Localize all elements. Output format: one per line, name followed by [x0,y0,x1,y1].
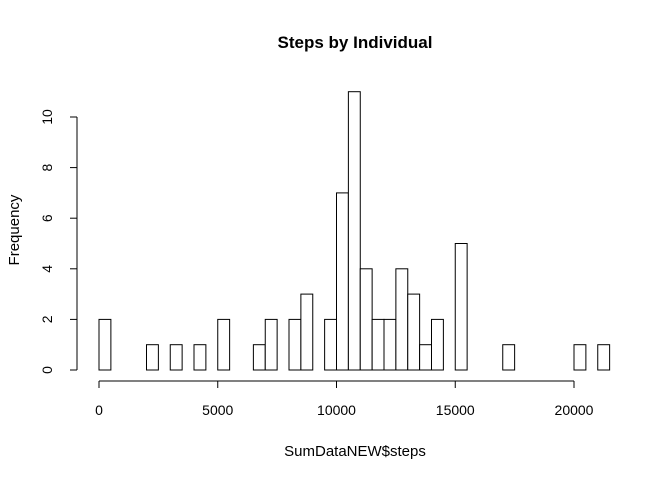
histogram-bar [324,318,338,371]
x-axis-label: SumDataNEW$steps [284,443,426,460]
chart-title: Steps by Individual [278,33,433,52]
histogram-bar [336,192,349,371]
y-axis: 0 2 4 6 8 10 [39,109,78,374]
histogram-bar [371,318,385,371]
histogram-bar [264,318,278,371]
x-tick-label: 15000 [436,402,475,418]
y-tick-label: 10 [39,109,55,125]
y-tick-label: 0 [39,366,55,374]
histogram-bar [288,318,302,371]
y-tick-label: 4 [39,265,55,273]
y-tick-label: 2 [39,315,55,323]
y-axis-label: Frequency [6,194,23,265]
y-tick-label: 6 [39,214,55,222]
x-tick-label: 20000 [555,402,594,418]
histogram-bar [597,344,611,371]
bars-group [98,91,611,371]
histogram-bar [383,318,397,371]
histogram-bar [252,344,266,371]
histogram-bar [300,293,314,371]
histogram-bar [573,344,587,371]
histogram-bar [217,318,231,371]
x-tick-label: 10000 [317,402,356,418]
histogram-bar [454,243,468,371]
histogram-bar [407,293,421,371]
y-tick-label: 8 [39,163,55,171]
histogram-bar [98,318,112,371]
x-tick-label: 5000 [202,402,233,418]
histogram-bar [146,344,159,371]
x-tick-label: 0 [95,402,103,418]
histogram-bar [419,344,433,371]
x-axis: 0 5000 10000 15000 20000 [95,380,594,418]
histogram-bar [169,344,183,371]
histogram-bar [193,344,207,371]
histogram-bar [431,318,444,371]
histogram-bar [347,91,361,371]
histogram-bar [502,344,516,371]
histogram-bar [395,268,409,371]
histogram-bar [359,268,373,371]
